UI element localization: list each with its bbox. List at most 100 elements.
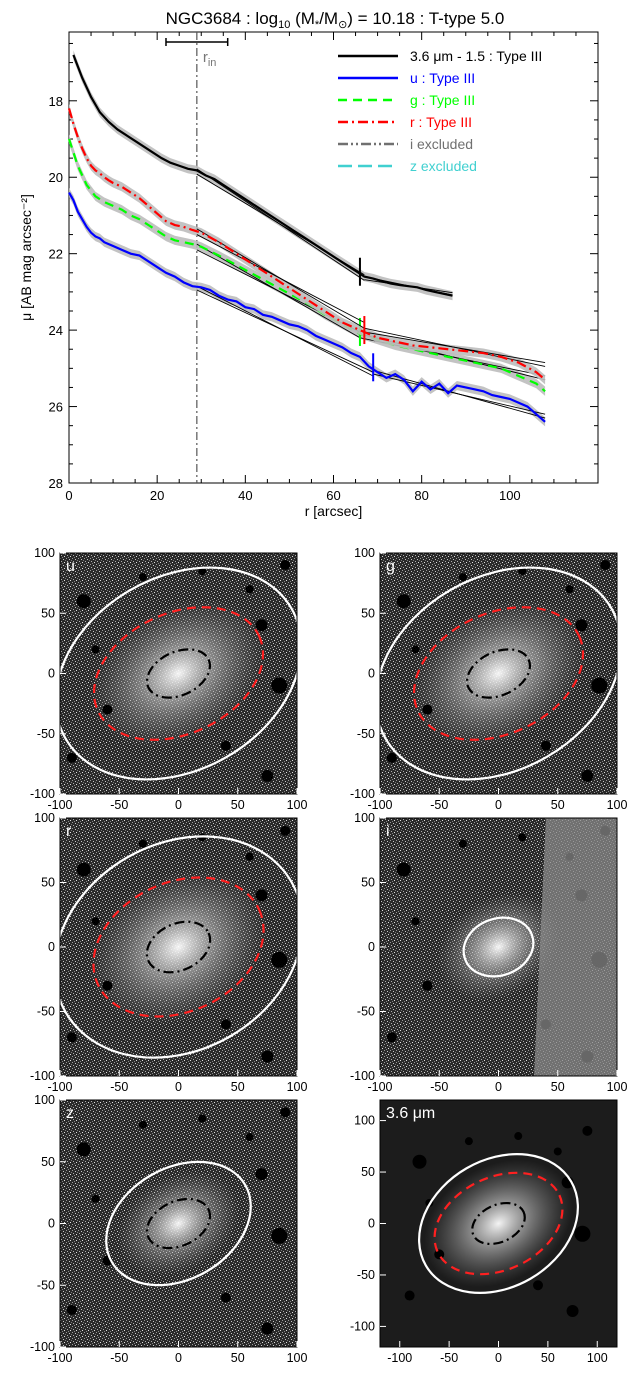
panel-x-tick-label: 50 bbox=[231, 1080, 245, 1094]
masked-star bbox=[245, 852, 254, 861]
panel-image bbox=[60, 553, 297, 794]
masked-star bbox=[138, 839, 147, 848]
aperture-ellipse bbox=[471, 1201, 526, 1246]
masked-star bbox=[533, 1280, 543, 1291]
galaxy-glow bbox=[117, 1170, 240, 1277]
masked-star bbox=[198, 567, 207, 576]
panel-x-tick-label: -50 bbox=[430, 1080, 448, 1094]
masked-star bbox=[518, 833, 527, 842]
panel-x-tick-label: 0 bbox=[495, 798, 502, 812]
masked-star bbox=[280, 1107, 291, 1118]
image-panel: u -100 -50 0 50 100 -100 -50 0 50 100 bbox=[30, 546, 308, 812]
image-panel: z -100 -50 0 50 100 -100 -50 0 50 100 bbox=[30, 1093, 308, 1365]
fit-line bbox=[373, 373, 546, 415]
galaxy-glow bbox=[409, 598, 588, 749]
panel-x-tick-label: 100 bbox=[587, 1351, 608, 1365]
panel-y-tick-label: 100 bbox=[34, 1093, 55, 1107]
series-line bbox=[67, 138, 546, 393]
panel-y-tick-label: 100 bbox=[354, 546, 375, 560]
galaxy-glow bbox=[89, 598, 268, 749]
panel-y-tick-label: 0 bbox=[368, 940, 375, 954]
masked-star bbox=[280, 825, 291, 836]
panel-y-tick-label: 50 bbox=[361, 606, 375, 620]
masked-star bbox=[422, 980, 433, 991]
aperture-ellipse bbox=[418, 1153, 579, 1294]
fit-line bbox=[196, 234, 365, 323]
legend-label: r : Type III bbox=[410, 114, 472, 130]
aperture-ellipse bbox=[465, 648, 532, 699]
panel-y-tick-label: 0 bbox=[48, 1217, 55, 1231]
aperture-ellipse bbox=[145, 920, 212, 974]
masked-star bbox=[245, 585, 254, 594]
panel-y-tick-label: -100 bbox=[350, 787, 375, 801]
panel-y-tick-label: -100 bbox=[30, 1069, 55, 1083]
panel-y-tick-label: 50 bbox=[41, 606, 55, 620]
aperture-ellipse bbox=[105, 1160, 252, 1287]
panel-x-tick-label: -100 bbox=[47, 1351, 72, 1365]
panel-x-tick-label: -50 bbox=[430, 798, 448, 812]
panel-y-tick-label: 50 bbox=[361, 1165, 375, 1179]
x-tick-label: 20 bbox=[150, 488, 164, 503]
panel-label: i bbox=[386, 823, 390, 840]
panel-x-tick-label: 100 bbox=[287, 1080, 308, 1094]
masked-star bbox=[575, 619, 588, 632]
masked-star bbox=[280, 560, 291, 571]
masked-star bbox=[422, 704, 433, 715]
chip-gap bbox=[534, 818, 617, 1076]
masked-star bbox=[271, 951, 288, 968]
masked-star bbox=[271, 1227, 288, 1244]
panel-x-tick-label: -100 bbox=[47, 798, 72, 812]
masked-star bbox=[271, 677, 288, 694]
masked-star bbox=[66, 1032, 77, 1043]
y-tick-label: 26 bbox=[49, 400, 63, 415]
masked-star bbox=[245, 1133, 254, 1142]
masked-star bbox=[255, 889, 268, 902]
masked-star bbox=[261, 1322, 274, 1335]
panel-y-tick-label: -50 bbox=[37, 1005, 55, 1019]
masked-star bbox=[396, 594, 411, 609]
panel-y-tick-label: -100 bbox=[30, 1340, 55, 1354]
panel-y-tick-label: 100 bbox=[34, 546, 55, 560]
panel-image bbox=[60, 818, 297, 1076]
masked-star bbox=[581, 769, 594, 782]
aperture-ellipse bbox=[433, 1171, 564, 1276]
panel-x-tick-label: 0 bbox=[175, 798, 182, 812]
y-tick-label: 24 bbox=[49, 323, 63, 338]
legend-label: g : Type III bbox=[410, 92, 475, 108]
panel-label: r bbox=[66, 823, 72, 840]
masked-star bbox=[66, 1304, 77, 1315]
panel-image bbox=[380, 818, 617, 1076]
panel-y-tick-label: -50 bbox=[37, 1278, 55, 1292]
panel-x-tick-label: 100 bbox=[607, 1080, 628, 1094]
aperture-ellipse bbox=[145, 648, 212, 699]
masked-star bbox=[138, 573, 147, 582]
masked-star bbox=[514, 1132, 523, 1141]
masked-star bbox=[582, 1125, 593, 1136]
r-in-label: rin bbox=[203, 49, 217, 69]
panel-label: u bbox=[66, 558, 75, 575]
panel-x-tick-label: 50 bbox=[551, 798, 565, 812]
panel-y-tick-label: 100 bbox=[34, 811, 55, 825]
masked-star bbox=[591, 677, 608, 694]
aperture-ellipse bbox=[92, 606, 265, 741]
panel-x-tick-label: 0 bbox=[495, 1351, 502, 1365]
y-tick-label: 28 bbox=[49, 476, 63, 491]
masked-star bbox=[411, 917, 420, 926]
panel-x-tick-label: 100 bbox=[607, 798, 628, 812]
panel-y-tick-label: -50 bbox=[357, 727, 375, 741]
y-tick-label: 22 bbox=[49, 247, 63, 262]
image-panel: r -100 -50 0 50 100 -100 -50 0 50 100 bbox=[30, 811, 308, 1094]
panel-y-tick-label: -50 bbox=[357, 1005, 375, 1019]
x-tick-label: 0 bbox=[65, 488, 72, 503]
panel-y-tick-label: 0 bbox=[368, 667, 375, 681]
panel-label: 3.6 μm bbox=[386, 1105, 435, 1122]
legend-label: z excluded bbox=[410, 158, 477, 174]
masked-star bbox=[565, 585, 574, 594]
masked-star bbox=[91, 1194, 100, 1203]
masked-star bbox=[255, 1168, 268, 1181]
x-tick-label: 80 bbox=[414, 488, 428, 503]
panel-x-tick-label: -50 bbox=[440, 1351, 458, 1365]
panel-x-tick-label: -100 bbox=[367, 798, 392, 812]
panel-x-tick-label: 100 bbox=[287, 798, 308, 812]
fit-line bbox=[196, 289, 374, 373]
